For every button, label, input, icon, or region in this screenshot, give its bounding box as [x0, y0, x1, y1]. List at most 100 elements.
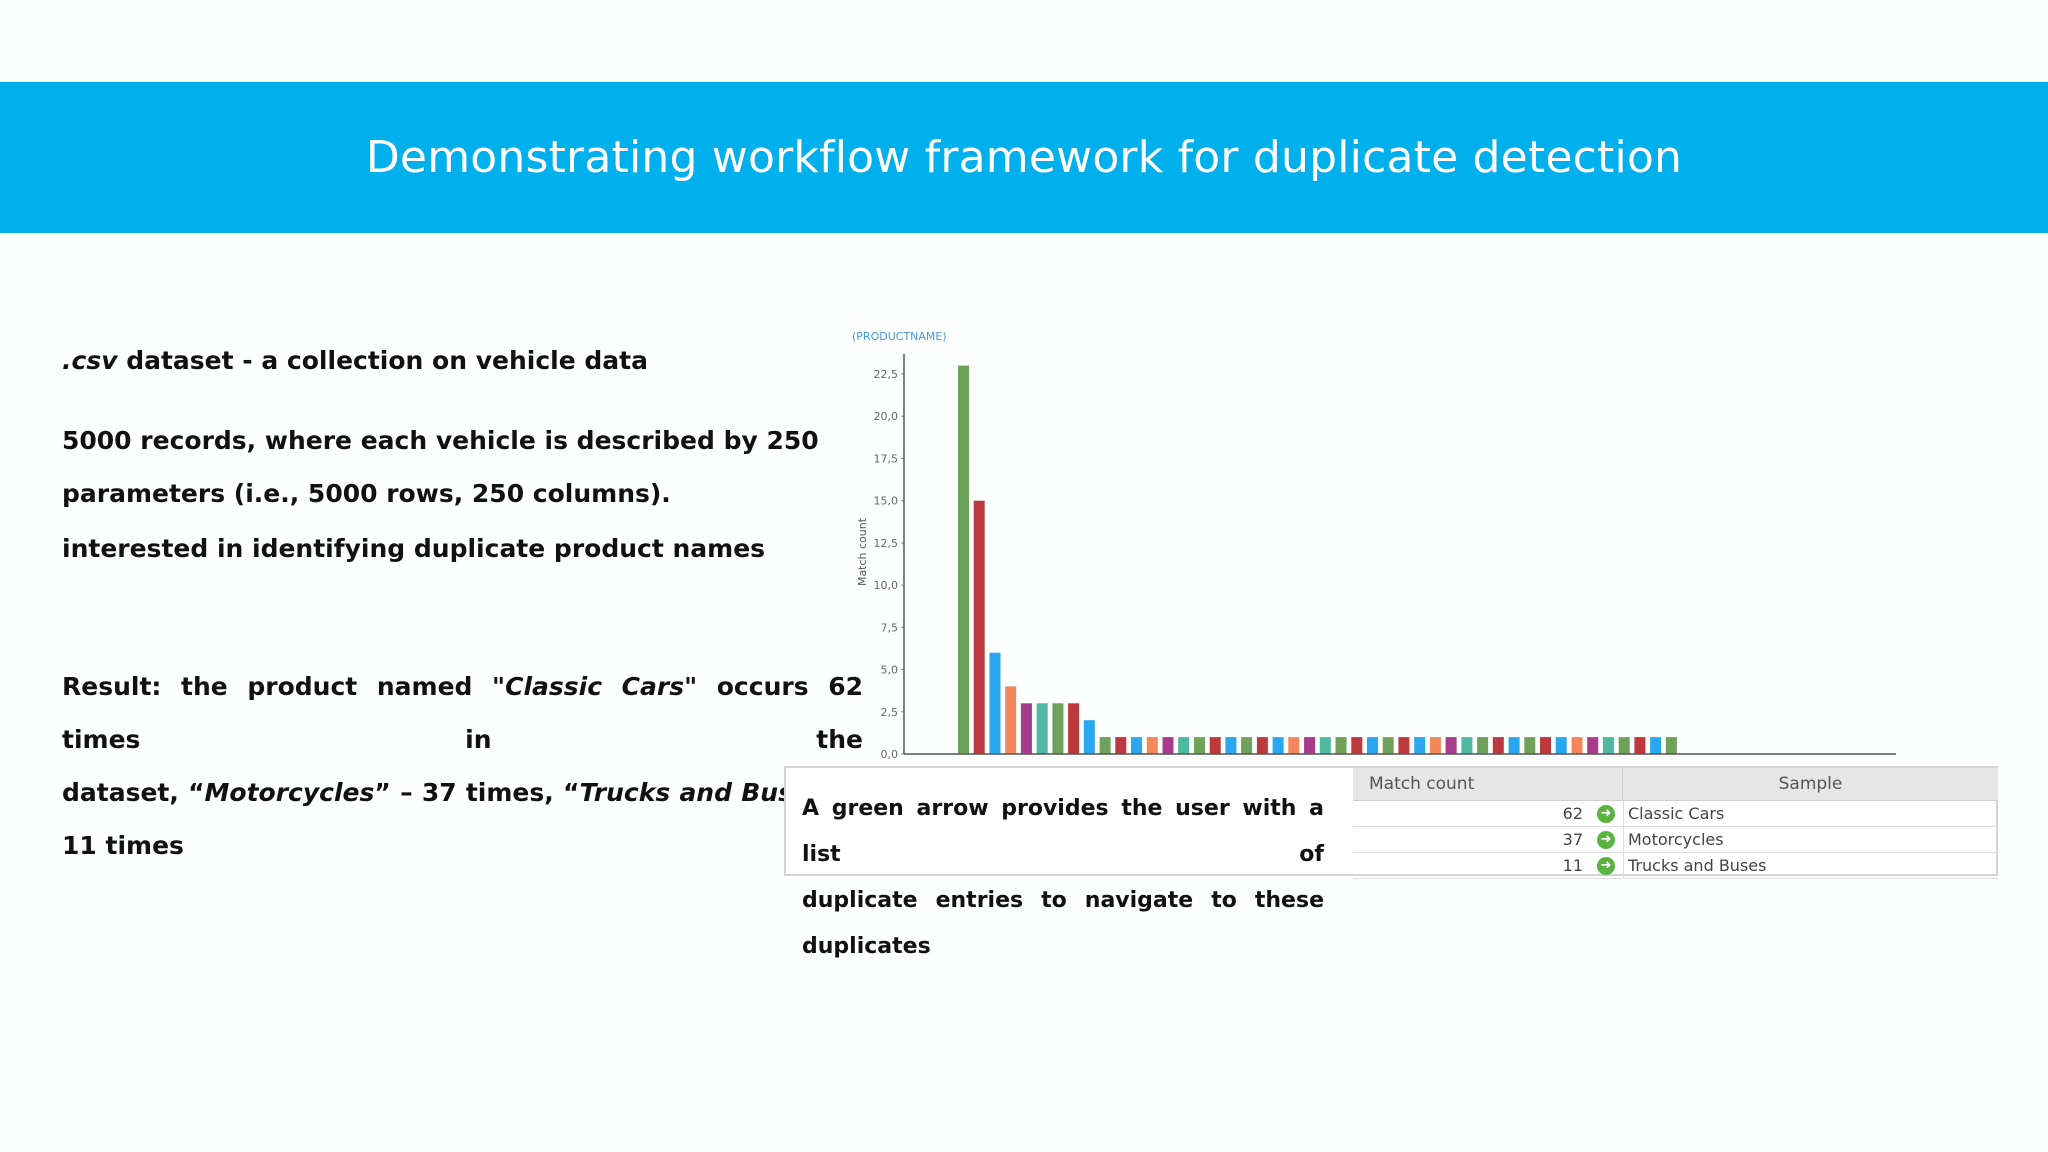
callout-box: A green arrow provides the user with a l…	[784, 766, 1998, 959]
sample-cell: Trucks and Buses	[1628, 856, 1767, 875]
result-line-1: Result: the product named "Classic Cars"…	[62, 660, 863, 766]
bar[interactable]	[1115, 737, 1127, 754]
bar[interactable]	[1429, 737, 1441, 754]
bars	[958, 365, 1677, 754]
y-tick-label: 17,5	[874, 452, 899, 465]
bar[interactable]	[1288, 737, 1300, 754]
result-motorcycles: Motorcycles	[204, 778, 375, 807]
bar[interactable]	[1367, 737, 1378, 754]
bar[interactable]	[1571, 737, 1583, 754]
bullet-records: 5000 records, where each vehicle is desc…	[62, 426, 819, 508]
arrow-cell: ➜	[1589, 853, 1624, 878]
bar[interactable]	[958, 365, 969, 754]
table-row: 62 ➜ Classic Cars	[1353, 801, 1998, 827]
result-line-2: dataset, “Motorcycles” – 37 times, “Truc…	[62, 766, 863, 872]
bar[interactable]	[1618, 737, 1630, 754]
bar[interactable]	[1382, 737, 1394, 754]
bar[interactable]	[1272, 737, 1284, 754]
bar[interactable]	[1634, 737, 1646, 754]
csv-extension: .csv	[62, 346, 118, 375]
bar[interactable]	[1178, 737, 1190, 754]
bar[interactable]	[1398, 737, 1410, 754]
callout-line-1: A green arrow provides the user with a l…	[802, 796, 1324, 867]
y-tick-label: 12,5	[874, 537, 899, 550]
callout-line-2: duplicate entries to navigate to these d…	[802, 888, 1324, 959]
match-count-cell: 62	[1562, 804, 1583, 823]
bar[interactable]	[1162, 737, 1174, 754]
bar[interactable]	[1131, 737, 1142, 754]
chart-title: (PRODUCTNAME)	[852, 330, 947, 343]
match-count-bar-chart: (PRODUCTNAME) Match count 0,0 2,5 5,0 7,5 10…	[852, 330, 1896, 761]
slide-title: Demonstrating workflow framework for dup…	[365, 132, 1683, 183]
arrow-cell: ➜	[1589, 801, 1624, 826]
green-arrow-icon[interactable]: ➜	[1597, 856, 1615, 875]
green-arrow-icon[interactable]: ➜	[1597, 830, 1615, 849]
table-row: 11 ➜ Trucks and Buses	[1353, 853, 1998, 879]
y-tick-label: 7,5	[881, 621, 899, 634]
bar[interactable]	[1508, 737, 1520, 754]
bar[interactable]	[1194, 737, 1205, 754]
bar[interactable]	[1414, 737, 1426, 754]
y-tick-label: 10,0	[874, 579, 899, 592]
result-text-2: " occurs 62 times in the	[62, 672, 863, 754]
y-tick-label: 15,0	[874, 495, 899, 508]
bullet-dataset: .csv dataset - a collection on vehicle d…	[62, 346, 648, 375]
grid-header: Match count Sample	[1353, 768, 1998, 801]
bar[interactable]	[1461, 737, 1473, 754]
bar[interactable]	[1241, 737, 1253, 754]
y-axis-ticks: 0,0 2,5 5,0 7,5 10,0 12,5 15,0 17,5 20,0 22,5	[874, 368, 904, 761]
table-row: 37 ➜ Motorcycles	[1353, 827, 1998, 853]
bar[interactable]	[1225, 737, 1237, 754]
result-text-4: ” – 37 times, “	[374, 778, 580, 807]
bar[interactable]	[1492, 737, 1504, 754]
duplicate-grid: Match count Sample 62 ➜ Classic Cars 37 …	[1353, 768, 1998, 879]
header-sample[interactable]: Sample	[1778, 774, 1843, 794]
result-classic-cars: Classic Cars	[505, 672, 685, 701]
result-trucks-buses: Trucks and Buses	[579, 778, 825, 807]
bar[interactable]	[1665, 737, 1677, 754]
sample-cell: Classic Cars	[1628, 804, 1725, 823]
header-match-count[interactable]: Match count	[1353, 768, 1623, 800]
bar[interactable]	[989, 652, 1001, 754]
y-tick-label: 20,0	[874, 410, 899, 423]
bar[interactable]	[1020, 703, 1032, 754]
bar[interactable]	[1602, 737, 1614, 754]
title-band: Demonstrating workflow framework for dup…	[0, 82, 2048, 233]
arrow-cell: ➜	[1589, 827, 1624, 852]
bar[interactable]	[1319, 737, 1331, 754]
y-tick-label: 5,0	[881, 664, 899, 677]
y-tick-label: 22,5	[874, 368, 899, 381]
bar[interactable]	[1540, 737, 1551, 754]
bullet-interest: interested in identifying duplicate prod…	[62, 534, 766, 563]
y-tick-label: 2,5	[881, 706, 899, 719]
bar[interactable]	[1351, 737, 1363, 754]
result-paragraph: Result: the product named "Classic Cars"…	[62, 660, 863, 872]
bar[interactable]	[1146, 737, 1158, 754]
match-count-cell: 37	[1562, 830, 1583, 849]
bar[interactable]	[1005, 686, 1017, 754]
bar[interactable]	[973, 500, 985, 754]
y-tick-label: 0,0	[881, 748, 899, 761]
bar[interactable]	[1555, 737, 1567, 754]
bar[interactable]	[1587, 737, 1599, 754]
bar[interactable]	[1099, 737, 1111, 754]
bar[interactable]	[1445, 737, 1457, 754]
callout-text: A green arrow provides the user with a l…	[802, 786, 1324, 970]
bar[interactable]	[1477, 737, 1489, 754]
bar[interactable]	[1068, 703, 1080, 754]
result-text-1: Result: the product named "	[62, 672, 506, 701]
bar[interactable]	[1650, 737, 1662, 754]
bar[interactable]	[1335, 737, 1347, 754]
bar[interactable]	[1209, 737, 1221, 754]
bar[interactable]	[1036, 703, 1048, 754]
bar[interactable]	[1304, 737, 1316, 754]
bar[interactable]	[1052, 703, 1064, 754]
bar[interactable]	[1524, 737, 1536, 754]
match-count-cell: 11	[1562, 856, 1583, 875]
sample-cell: Motorcycles	[1628, 830, 1724, 849]
green-arrow-icon[interactable]: ➜	[1597, 804, 1615, 823]
bar[interactable]	[1256, 737, 1268, 754]
y-axis-label: Match count	[856, 517, 869, 586]
bullet-dataset-text: dataset - a collection on vehicle data	[117, 346, 648, 375]
bar[interactable]	[1083, 720, 1095, 754]
